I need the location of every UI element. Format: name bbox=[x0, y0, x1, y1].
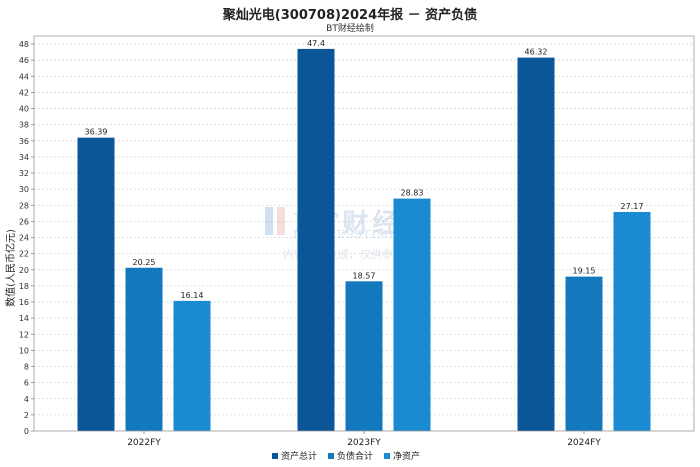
bar bbox=[173, 300, 211, 431]
y-tick-label: 0 bbox=[24, 427, 29, 436]
axes bbox=[33, 35, 695, 434]
y-tick-label: 36 bbox=[19, 137, 29, 146]
data-label: 20.25 bbox=[133, 258, 156, 267]
bar bbox=[565, 276, 603, 431]
y-tick-label: 46 bbox=[19, 56, 29, 65]
legend: 资产总计 负债合计 净资产 bbox=[272, 450, 420, 462]
y-tick-label: 8 bbox=[24, 363, 29, 372]
watermark: BT财经 BUSINESSTIMES 内容由AI生成，仅供参考 bbox=[265, 207, 405, 261]
y-tick-label: 40 bbox=[19, 105, 29, 114]
legend-swatch bbox=[328, 453, 334, 459]
bar bbox=[297, 48, 335, 432]
legend-swatch bbox=[384, 453, 390, 459]
y-tick-label: 24 bbox=[19, 234, 29, 243]
y-tick-label: 34 bbox=[19, 153, 29, 162]
data-label: 28.83 bbox=[401, 189, 424, 198]
bars bbox=[77, 48, 651, 432]
y-tick-labels: 0246810121416182022242628303234363840424… bbox=[19, 40, 29, 436]
y-tick-label: 28 bbox=[19, 201, 29, 210]
y-tick-label: 12 bbox=[19, 330, 29, 339]
y-tick-label: 14 bbox=[19, 314, 29, 323]
x-tick-labels: 2022FY 2023FY 2024FY bbox=[127, 438, 601, 448]
bar bbox=[517, 57, 555, 432]
bar bbox=[345, 281, 383, 431]
y-tick-label: 48 bbox=[19, 40, 29, 49]
y-tick-label: 20 bbox=[19, 266, 29, 275]
y-tick-label: 4 bbox=[24, 395, 29, 404]
data-label: 16.14 bbox=[181, 291, 204, 300]
y-axis-label: 数值(人民币亿元) bbox=[4, 229, 17, 307]
data-label: 47.4 bbox=[307, 39, 325, 48]
x-tick-label: 2023FY bbox=[347, 438, 381, 448]
data-label: 36.39 bbox=[85, 128, 108, 137]
bar bbox=[125, 267, 163, 431]
y-tick-label: 18 bbox=[19, 282, 29, 291]
watermark-logo-mark bbox=[277, 207, 285, 235]
legend-label: 资产总计 bbox=[281, 450, 317, 462]
y-tick-label: 44 bbox=[19, 72, 29, 81]
y-tick-label: 42 bbox=[19, 88, 29, 97]
y-tick-label: 10 bbox=[19, 346, 29, 355]
y-tick-label: 26 bbox=[19, 217, 29, 226]
legend-label: 负债合计 bbox=[337, 450, 373, 462]
watermark-logo-mark bbox=[265, 207, 273, 235]
y-tick-label: 38 bbox=[19, 121, 29, 130]
y-tick-label: 30 bbox=[19, 185, 29, 194]
x-tick-label: 2024FY bbox=[567, 438, 601, 448]
y-tick-label: 32 bbox=[19, 169, 29, 178]
bar bbox=[77, 137, 115, 431]
chart-subtitle: BT财经绘制 bbox=[326, 24, 374, 34]
data-label: 19.15 bbox=[573, 267, 596, 276]
data-label: 46.32 bbox=[525, 48, 548, 57]
data-label: 27.17 bbox=[621, 202, 644, 211]
legend-label: 净资产 bbox=[393, 450, 420, 462]
y-tick-label: 2 bbox=[24, 411, 29, 420]
data-labels: 36.39 20.25 16.14 47.4 18.57 28.83 46.32 19.15 2… bbox=[85, 39, 644, 300]
y-tick-label: 22 bbox=[19, 250, 29, 259]
x-tick-label: 2022FY bbox=[127, 438, 161, 448]
y-tick-label: 16 bbox=[19, 298, 29, 307]
y-tick-label: 6 bbox=[24, 379, 29, 388]
bar bbox=[613, 211, 651, 431]
legend-swatch bbox=[272, 453, 278, 459]
chart-title: 聚灿光电(300708)2024年报 － 资产负债 bbox=[222, 8, 478, 23]
bar bbox=[393, 198, 431, 431]
data-label: 18.57 bbox=[353, 271, 376, 280]
